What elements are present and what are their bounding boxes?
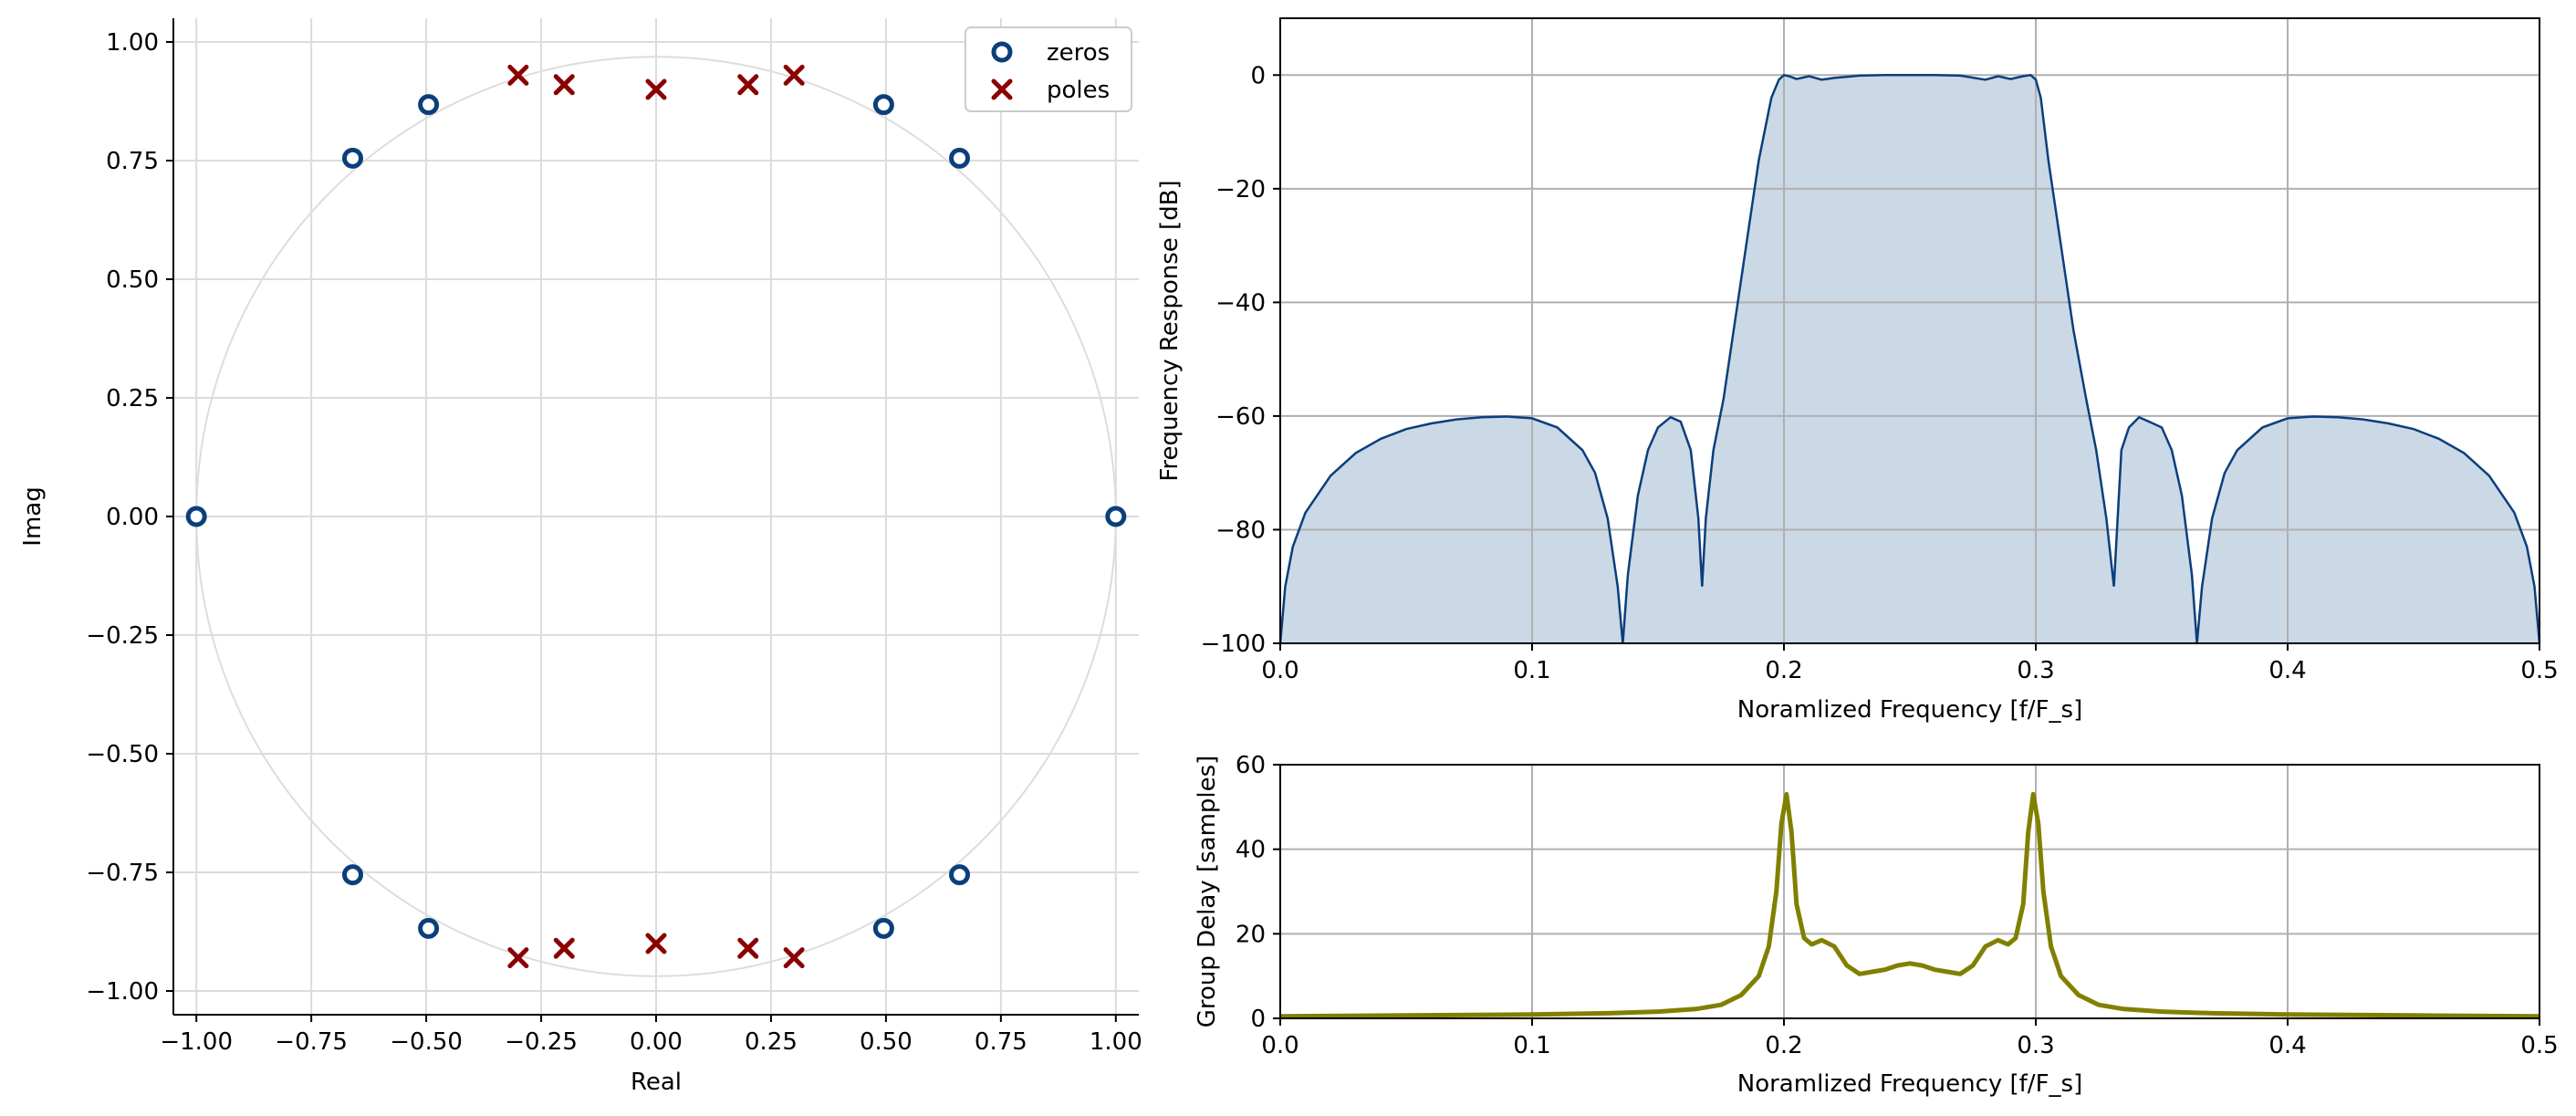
zero-marker	[872, 94, 894, 116]
y-tick-label: 0.25	[106, 385, 159, 412]
x-tick-label: 1.00	[1090, 1028, 1142, 1056]
frequency-response-x-ticks: 0.0 0.1 0.2 0.3 0.4 0.5	[1261, 643, 2559, 684]
x-tick-label: 0.4	[2268, 657, 2306, 684]
pole-marker	[507, 947, 529, 969]
pole-zero-grid	[173, 18, 1139, 1015]
y-tick-label: −0.50	[86, 741, 159, 768]
pole-zero-plot: −1.00 −0.75 −0.50 −0.25 0.00 0.25 0.50 0.75 1.00…	[19, 18, 1142, 1096]
x-tick-label: 0.4	[2268, 1032, 2306, 1059]
legend: zeros poles	[965, 26, 1132, 112]
y-tick-label: −60	[1215, 403, 1266, 431]
y-tick-label: −40	[1215, 289, 1266, 317]
y-tick-label: 20	[1236, 921, 1266, 948]
x-tick-label: −0.25	[505, 1028, 578, 1056]
y-tick-label: 0	[1250, 62, 1266, 89]
y-tick-label: 1.00	[106, 29, 159, 57]
frequency-response-frame	[1279, 17, 2540, 644]
pole-zero-y-axis-label: Imag	[19, 486, 47, 546]
zeros-series	[185, 94, 1127, 939]
zero-marker	[949, 147, 971, 169]
pole-marker	[783, 947, 805, 969]
x-tick-label: 0.1	[1513, 657, 1550, 684]
frequency-response-x-axis-label: Noramlized Frequency [f/F_s]	[1737, 696, 2082, 724]
x-tick-label: 0.5	[2520, 1032, 2558, 1059]
pole-marker	[645, 78, 667, 100]
group-delay-frame	[1279, 764, 2540, 1019]
zero-marker	[418, 917, 440, 939]
poles-series	[507, 64, 805, 969]
x-tick-label: 0.2	[1765, 1032, 1802, 1059]
group-delay-x-axis-label: Noramlized Frequency [f/F_s]	[1737, 1070, 2082, 1098]
y-tick-label: 0	[1250, 1006, 1266, 1033]
x-tick-label: 0.3	[2017, 657, 2054, 684]
pole-marker	[737, 74, 759, 96]
y-tick-label: −80	[1215, 516, 1266, 544]
zero-marker	[418, 94, 440, 116]
pole-marker	[737, 937, 759, 959]
pole-marker	[507, 64, 529, 86]
pole-marker	[553, 74, 575, 96]
y-tick-label: −1.00	[86, 978, 159, 1006]
y-tick-label: −100	[1201, 631, 1266, 658]
x-tick-label: 0.2	[1765, 657, 1802, 684]
pole-marker	[645, 933, 667, 954]
y-tick-label: −20	[1215, 176, 1266, 203]
pole-zero-x-axis-label: Real	[631, 1069, 682, 1096]
zero-marker	[872, 917, 894, 939]
x-tick-label: 0.5	[2520, 657, 2558, 684]
x-tick-label: 0.0	[1261, 657, 1298, 684]
group-delay-line	[1279, 791, 2540, 1019]
y-tick-label: −0.25	[86, 622, 159, 650]
frequency-response-y-ticks: 0 −20 −40 −60 −80 −100	[1201, 62, 1280, 658]
y-tick-label: −0.75	[86, 860, 159, 887]
frequency-response-fill	[1280, 75, 2539, 644]
x-tick-label: 0.25	[745, 1028, 798, 1056]
y-tick-label: 0.75	[106, 148, 159, 175]
x-tick-label: −0.75	[275, 1028, 348, 1056]
pole-marker	[553, 937, 575, 959]
y-tick-label: 0.50	[106, 266, 159, 294]
zero-marker	[341, 147, 363, 169]
x-tick-label: 0.50	[860, 1028, 913, 1056]
legend-poles-marker	[991, 78, 1013, 100]
group-delay-y-ticks: 0 20 40 60	[1236, 752, 1280, 1033]
x-tick-label: 0.1	[1513, 1032, 1550, 1059]
zero-marker	[185, 506, 207, 527]
zero-marker	[1105, 506, 1127, 527]
frequency-response-y-axis-label: Frequency Response [dB]	[1156, 180, 1184, 481]
legend-poles-label: poles	[1047, 77, 1110, 104]
x-tick-label: 0.00	[630, 1028, 683, 1056]
group-delay-grid	[1279, 764, 2540, 1019]
x-tick-label: −0.50	[390, 1028, 463, 1056]
group-delay-plot: 0.0 0.1 0.2 0.3 0.4 0.5 0 20 40 60 Noramlized Fr…	[1194, 752, 2559, 1098]
y-tick-label: 40	[1236, 837, 1266, 864]
group-delay-x-ticks: 0.0 0.1 0.2 0.3 0.4 0.5	[1261, 1018, 2559, 1059]
x-tick-label: −1.00	[160, 1028, 233, 1056]
frequency-response-plot: 0.0 0.1 0.2 0.3 0.4 0.5 0 −20 −40 −60 −80 −100 Nor…	[1156, 17, 2559, 724]
group-delay-y-axis-label: Group Delay [samples]	[1194, 756, 1221, 1028]
pole-zero-x-ticks: −1.00 −0.75 −0.50 −0.25 0.00 0.25 0.50 0.75 1.00	[160, 1015, 1142, 1056]
legend-zeros-marker	[991, 41, 1013, 63]
pole-zero-y-ticks: 1.00 0.75 0.50 0.25 0.00 −0.25 −0.50 −0.75 −1.00	[86, 29, 173, 1006]
x-tick-label: 0.3	[2017, 1032, 2054, 1059]
y-tick-label: 60	[1236, 752, 1266, 779]
frequency-response-line	[1278, 73, 2541, 644]
x-tick-label: 0.0	[1261, 1032, 1298, 1059]
zero-marker	[949, 864, 971, 886]
zero-marker	[341, 864, 363, 886]
legend-zeros-label: zeros	[1047, 39, 1110, 67]
legend-pole-x	[991, 78, 1013, 100]
y-tick-label: 0.00	[106, 504, 159, 531]
pole-marker	[783, 64, 805, 86]
x-tick-label: 0.75	[975, 1028, 1027, 1056]
